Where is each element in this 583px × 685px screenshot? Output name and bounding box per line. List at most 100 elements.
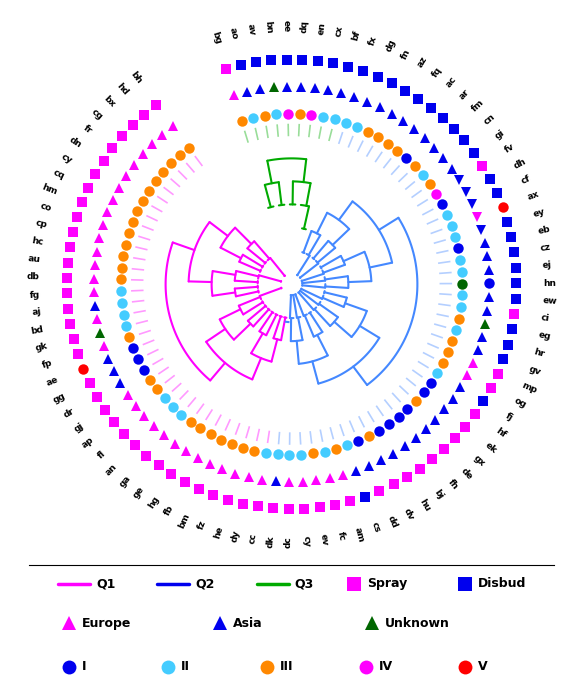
Text: am: am [353,526,366,543]
Text: fv: fv [503,142,516,155]
Text: cq: cq [51,167,66,181]
Text: gk: gk [34,342,48,353]
Text: ek: ek [483,440,498,455]
Text: he: he [212,525,224,539]
Text: Asia: Asia [233,617,263,630]
Text: ax: ax [526,190,541,202]
Text: Europe: Europe [82,617,131,630]
Text: gv: gv [528,364,542,377]
Text: ew: ew [542,296,557,306]
Text: fb: fb [163,503,176,517]
Text: Disbud: Disbud [478,577,526,590]
Text: hr: hr [533,347,546,359]
Text: fh: fh [446,477,459,491]
Text: ee: ee [282,20,291,33]
Text: hg: hg [146,495,161,510]
Text: fx: fx [367,35,379,47]
Text: Unknown: Unknown [385,617,449,630]
Text: mp: mp [521,380,539,395]
Text: gj: gj [72,421,85,434]
Text: cp: cp [34,219,48,230]
Text: II: II [181,660,189,673]
Text: hf: hf [494,426,508,440]
Text: bm: bm [177,512,192,530]
Text: ev: ev [319,534,329,547]
Text: Q3: Q3 [294,577,314,590]
Text: dk: dk [266,535,276,548]
Text: ap: ap [80,436,96,450]
Text: cz: cz [540,242,552,253]
Text: en: en [317,21,327,35]
Text: gi: gi [493,127,506,140]
Text: dn: dn [68,136,83,150]
Text: dg: dg [384,38,397,53]
Text: bx: bx [102,94,117,109]
Text: dy: dy [230,529,241,543]
Text: fg: fg [29,290,40,299]
Text: V: V [478,660,488,673]
Text: IV: IV [379,660,393,673]
Text: bg: bg [210,30,222,45]
Text: eb: eb [537,225,551,236]
Text: cx: cx [333,25,345,38]
Text: aj: aj [31,308,42,317]
Text: de: de [459,466,475,481]
Text: fl: fl [96,449,107,460]
Text: an: an [104,462,120,477]
Text: ac: ac [444,75,458,90]
Text: cf: cf [519,174,532,186]
Text: ao: ao [227,26,239,40]
Text: ga: ga [117,473,132,489]
Text: ey: ey [532,207,546,219]
Text: Q1: Q1 [96,577,115,590]
Text: ae: ae [45,375,60,388]
Text: hm: hm [41,182,59,197]
Text: dv: dv [402,507,415,521]
Text: cy: cy [60,151,74,165]
Text: fm: fm [470,98,486,114]
Text: bn: bn [264,21,273,34]
Text: cc: cc [248,532,258,545]
Text: gx: gx [472,453,487,469]
Text: fz: fz [196,519,208,530]
Text: fj: fj [504,412,515,423]
Text: fq: fq [430,65,443,79]
Text: ci: ci [540,313,550,323]
Text: bh: bh [129,70,143,86]
Text: bj: bj [432,488,445,501]
Text: hu: hu [417,498,431,514]
Text: cy: cy [301,536,311,547]
Text: eg: eg [537,331,552,342]
Text: I: I [82,660,86,673]
Text: dr: dr [62,406,76,420]
Text: cs: cs [370,521,382,534]
Text: au: au [28,254,41,264]
Text: dc: dc [284,536,293,548]
Text: bf: bf [351,29,362,42]
Text: hd: hd [115,82,130,97]
Text: bd: bd [30,325,44,336]
Text: db: db [27,273,40,282]
Text: az: az [415,55,429,69]
Text: og: og [513,396,528,410]
Text: fp: fp [41,358,54,371]
Text: ar: ar [458,87,472,101]
Text: dh: dh [512,156,528,171]
Text: dd: dd [386,514,399,530]
Text: ej: ej [542,260,552,271]
Text: cg: cg [90,108,105,122]
Text: fr: fr [82,123,94,136]
Text: Spray: Spray [367,577,408,590]
Text: Q2: Q2 [195,577,215,590]
Text: dq: dq [299,20,309,33]
Text: co: co [39,201,52,213]
Text: hc: hc [31,236,44,247]
Text: gg: gg [52,391,67,405]
Text: ge: ge [132,485,146,500]
Text: av: av [245,23,256,36]
Text: fn: fn [400,47,413,61]
Text: hn: hn [543,279,556,288]
Text: cn: cn [482,112,497,127]
Text: III: III [280,660,293,673]
Text: fc: fc [336,530,346,541]
